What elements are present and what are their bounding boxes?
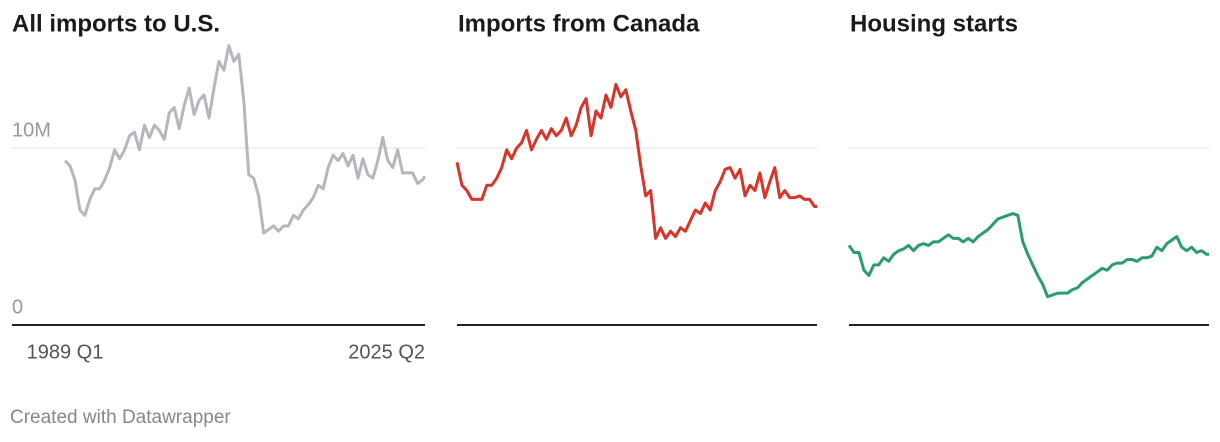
series-line xyxy=(63,44,427,235)
y-tick-label: 10M xyxy=(12,119,51,141)
x-tick-label: 1989 Q1 xyxy=(27,341,104,363)
series-line xyxy=(455,82,817,240)
panel-title: All imports to U.S. xyxy=(12,10,220,37)
y-tick-label: 0 xyxy=(12,296,23,318)
series-line xyxy=(847,212,1209,299)
panel-title: Housing starts xyxy=(850,10,1018,37)
x-tick-label: 2025 Q2 xyxy=(348,341,425,363)
panel-title: Imports from Canada xyxy=(458,10,700,37)
footer: Created with Datawrapper xyxy=(10,407,231,428)
